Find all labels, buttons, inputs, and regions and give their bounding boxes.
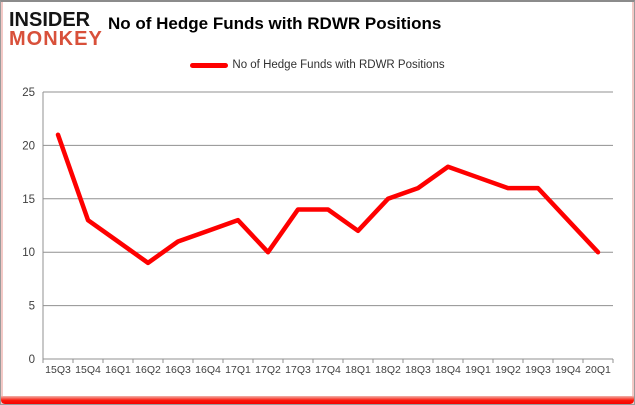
svg-text:5: 5: [29, 301, 35, 313]
svg-text:18Q4: 18Q4: [435, 364, 461, 376]
svg-text:20: 20: [22, 140, 35, 152]
logo-text-insider: INSIDER: [9, 9, 91, 31]
svg-text:25: 25: [22, 87, 35, 99]
svg-text:15: 15: [22, 194, 35, 206]
legend-line-marker: [190, 62, 229, 68]
svg-text:16Q1: 16Q1: [105, 364, 131, 376]
bottom-accent-bar: [1, 396, 634, 404]
svg-text:19Q3: 19Q3: [525, 364, 551, 376]
svg-text:16Q3: 16Q3: [165, 364, 191, 376]
insider-monkey-logo: INSIDER MONKEY: [9, 9, 103, 50]
svg-text:19Q1: 19Q1: [465, 364, 491, 376]
svg-text:17Q3: 17Q3: [285, 364, 311, 376]
svg-text:20Q1: 20Q1: [585, 364, 611, 376]
svg-text:18Q3: 18Q3: [405, 364, 431, 376]
svg-text:17Q4: 17Q4: [315, 364, 341, 376]
svg-text:17Q2: 17Q2: [255, 364, 281, 376]
svg-text:16Q2: 16Q2: [135, 364, 161, 376]
svg-text:10: 10: [22, 247, 35, 259]
svg-text:17Q1: 17Q1: [225, 364, 251, 376]
chart-title: No of Hedge Funds with RDWR Positions: [108, 14, 442, 33]
svg-text:19Q4: 19Q4: [555, 364, 581, 376]
svg-text:0: 0: [29, 354, 35, 366]
svg-text:18Q1: 18Q1: [345, 364, 371, 376]
svg-text:19Q2: 19Q2: [495, 364, 521, 376]
svg-text:18Q2: 18Q2: [375, 364, 401, 376]
logo-text-monkey: MONKEY: [9, 28, 103, 50]
svg-text:15Q4: 15Q4: [75, 364, 101, 376]
svg-text:15Q3: 15Q3: [45, 364, 71, 376]
chart-legend: No of Hedge Funds with RDWR Positions: [1, 59, 634, 71]
legend-label: No of Hedge Funds with RDWR Positions: [232, 59, 445, 71]
svg-text:16Q4: 16Q4: [195, 364, 221, 376]
